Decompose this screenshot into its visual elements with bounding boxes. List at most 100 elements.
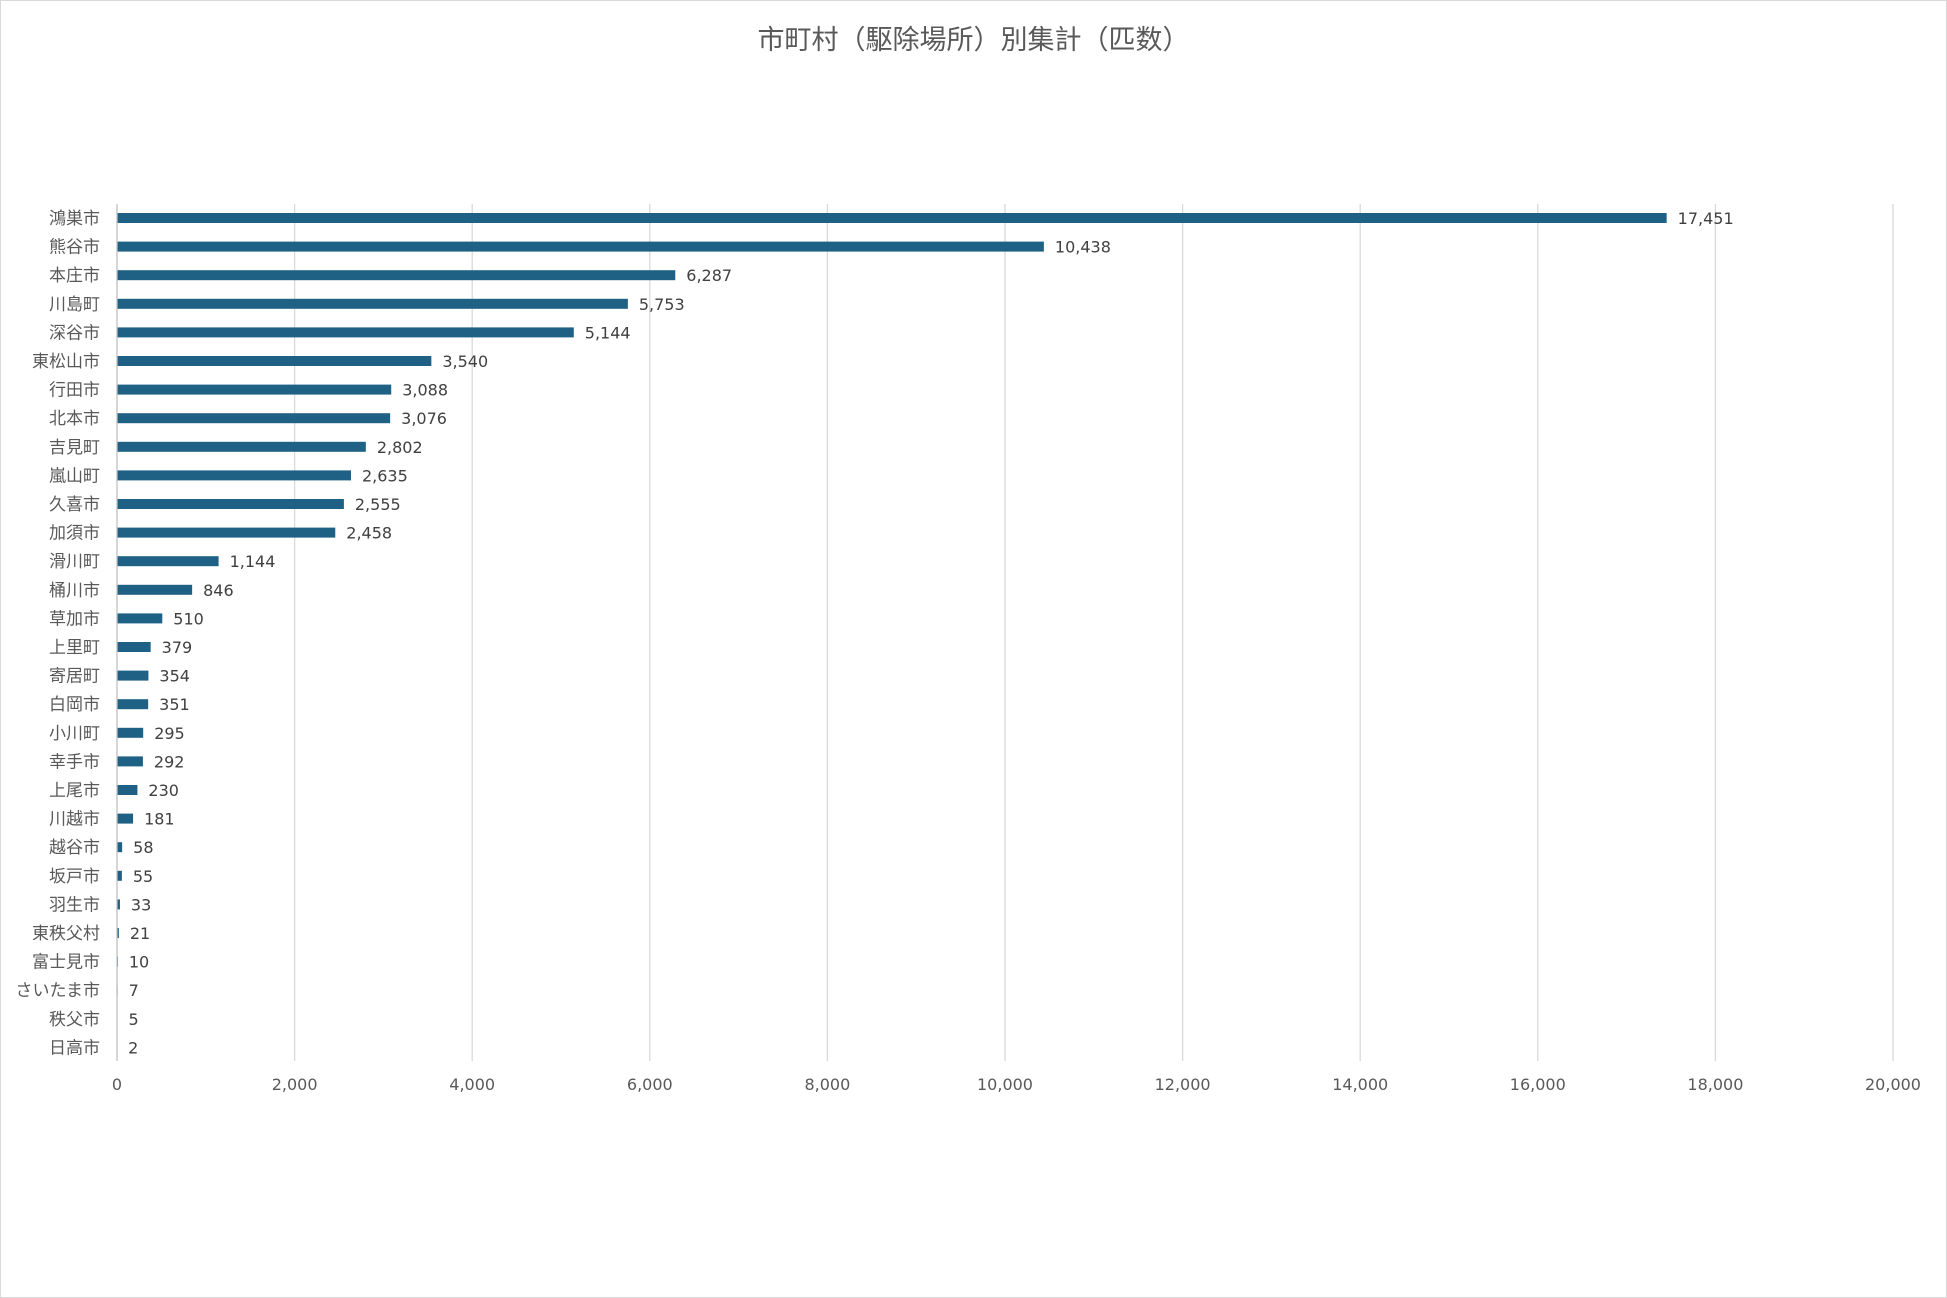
category-label: 越谷市: [49, 838, 100, 858]
category-label: さいたま市: [16, 981, 101, 1001]
data-label: 1,144: [230, 552, 276, 571]
data-label: 7: [129, 981, 139, 1000]
data-label: 510: [173, 609, 204, 628]
data-label: 33: [131, 895, 151, 914]
category-label: 坂戸市: [49, 867, 100, 887]
data-label: 2,802: [377, 438, 423, 457]
bar: [117, 756, 143, 767]
category-label: 富士見市: [32, 953, 100, 973]
bar: [117, 785, 138, 795]
data-label: 5: [128, 1010, 138, 1029]
data-label: 3,076: [401, 409, 447, 428]
category-label: 鴻巣市: [49, 209, 100, 229]
category-label: 川越市: [49, 810, 100, 830]
x-tick-label: 10,000: [977, 1075, 1033, 1094]
data-label: 21: [130, 924, 150, 943]
category-label: 幸手市: [49, 752, 100, 772]
x-tick-label: 20,000: [1865, 1075, 1921, 1094]
bar: [117, 642, 151, 652]
data-label: 292: [154, 752, 185, 771]
category-label: 北本市: [49, 409, 100, 429]
data-label: 3,540: [442, 352, 488, 371]
data-label: 181: [144, 810, 175, 829]
data-label: 5,144: [585, 323, 631, 342]
category-label: 日高市: [49, 1038, 100, 1058]
category-label: 草加市: [49, 609, 100, 629]
category-label: 熊谷市: [49, 238, 100, 258]
data-label: 230: [148, 781, 179, 800]
data-label: 3,088: [402, 381, 448, 400]
x-tick-label: 8,000: [804, 1075, 850, 1094]
data-label: 351: [159, 695, 190, 714]
x-tick-label: 0: [112, 1075, 122, 1094]
category-label: 羽生市: [49, 895, 100, 915]
category-label: 東秩父村: [32, 924, 100, 944]
bar: [117, 842, 123, 853]
data-label: 2,458: [346, 524, 392, 543]
bar: [117, 613, 163, 624]
bar: [117, 899, 120, 910]
category-label: 吉見町: [49, 438, 100, 458]
bar: [117, 441, 366, 452]
data-label: 55: [133, 867, 153, 886]
category-label: 久喜市: [49, 495, 100, 515]
data-label: 58: [133, 838, 153, 857]
category-label: 白岡市: [49, 695, 100, 715]
data-label: 6,287: [686, 266, 732, 285]
x-tick-label: 6,000: [627, 1075, 673, 1094]
bar: [117, 213, 1667, 223]
gridlines: [293, 204, 1894, 1061]
bar: [117, 270, 676, 281]
data-label: 5,753: [639, 295, 685, 314]
category-label: 秩父市: [49, 1010, 100, 1030]
bar: [117, 413, 391, 424]
category-label: 上里町: [49, 638, 100, 658]
data-label: 10,438: [1055, 238, 1111, 257]
bar: [117, 327, 574, 338]
category-label: 滑川町: [49, 552, 100, 572]
category-label: 小川町: [49, 724, 100, 744]
category-label: 東松山市: [32, 352, 100, 372]
data-label: 2: [128, 1038, 138, 1057]
bars: [117, 213, 1667, 1053]
category-label: 川島町: [49, 295, 100, 315]
category-label: 上尾市: [49, 781, 100, 801]
category-label: 加須市: [49, 524, 100, 544]
bar: [117, 813, 134, 824]
category-label: 本庄市: [49, 266, 100, 286]
x-tick-label: 12,000: [1155, 1075, 1211, 1094]
category-label: 桶川市: [49, 581, 100, 601]
bar: [117, 727, 144, 738]
x-tick-label: 16,000: [1510, 1075, 1566, 1094]
bar: [117, 870, 122, 881]
bar: [117, 499, 344, 509]
category-label: 行田市: [49, 381, 100, 401]
category-label: 深谷市: [49, 323, 100, 343]
x-tick-label: 18,000: [1687, 1075, 1743, 1094]
bar: [117, 298, 628, 309]
category-labels: 鴻巣市熊谷市本庄市川島町深谷市東松山市行田市北本市吉見町嵐山町久喜市加須市滑川町…: [16, 209, 101, 1058]
x-tick-label: 2,000: [272, 1075, 318, 1094]
data-label: 354: [159, 667, 190, 686]
data-label: 379: [162, 638, 193, 657]
x-tick-label: 14,000: [1332, 1075, 1388, 1094]
bar: [117, 699, 149, 710]
data-label: 17,451: [1678, 209, 1734, 228]
bar: [117, 384, 392, 395]
category-label: 寄居町: [49, 667, 100, 687]
bar: [117, 928, 119, 938]
data-label: 2,635: [362, 466, 408, 485]
bar: [117, 470, 351, 481]
bar: [117, 241, 1044, 252]
data-label: 295: [154, 724, 185, 743]
bar: [117, 584, 193, 595]
bar: [117, 670, 149, 681]
category-label: 嵐山町: [49, 466, 100, 486]
bar: [117, 556, 219, 567]
data-label: 10: [129, 953, 149, 972]
bar: [117, 356, 432, 366]
x-tick-label: 4,000: [449, 1075, 495, 1094]
x-axis-tick-labels: 0 2,000 4,000 6,000 8,000 10,000 12,000 14,000 1…: [112, 1075, 1921, 1094]
